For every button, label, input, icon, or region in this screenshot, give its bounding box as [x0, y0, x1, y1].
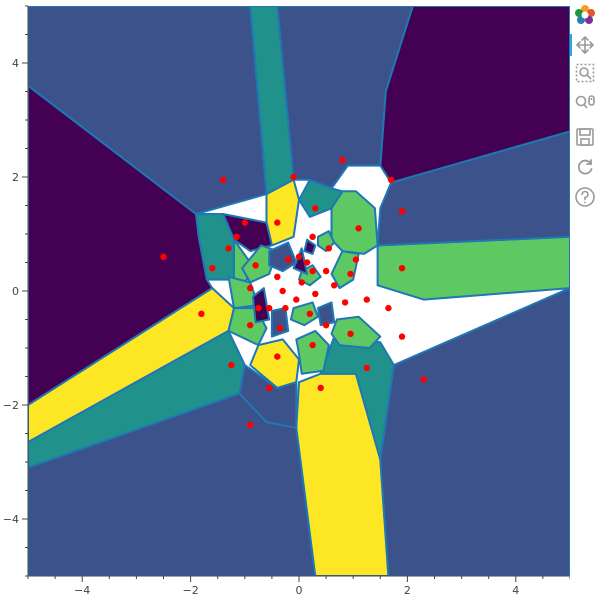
data-point: [398, 208, 406, 215]
axes: −4 −2 0 2 4 −4 −2 0 2 4: [3, 5, 571, 597]
wheel-zoom-tool-icon[interactable]: [572, 90, 598, 116]
data-point: [295, 253, 303, 260]
data-point: [282, 304, 289, 312]
data-point: [266, 384, 273, 392]
voronoi-region: [238, 364, 298, 429]
data-point: [266, 304, 273, 312]
data-point: [420, 376, 427, 383]
voronoi-region: [289, 301, 319, 327]
voronoi-region: [317, 301, 336, 327]
data-point: [312, 205, 319, 212]
voronoi-region: [295, 329, 330, 375]
data-point: [241, 219, 248, 226]
data-point: [317, 384, 324, 392]
help-tool-icon[interactable]: [572, 184, 598, 210]
y-tick-label: −2: [3, 399, 19, 412]
x-tick-label: 2: [404, 584, 411, 597]
data-point: [325, 245, 332, 252]
data-point: [233, 233, 240, 240]
voronoi-region: [270, 307, 290, 338]
data-point: [228, 361, 235, 369]
voronoi-region: [330, 250, 360, 290]
voronoi-region: [330, 190, 379, 255]
data-point: [387, 176, 395, 183]
voronoi-region: [28, 6, 268, 215]
toolbar: [570, 0, 600, 600]
data-point: [198, 310, 205, 317]
data-points: [160, 156, 427, 429]
data-point: [247, 284, 254, 292]
voronoi-region: [379, 287, 570, 576]
data-point: [279, 287, 286, 295]
data-point: [352, 256, 360, 263]
x-tick-label: −2: [182, 584, 198, 597]
reset-tool-icon[interactable]: [572, 154, 598, 180]
data-point: [385, 304, 392, 312]
voronoi-region: [330, 315, 382, 349]
plot-canvas[interactable]: −4 −2 0 2 4 −4 −2 0 2 4: [0, 0, 571, 600]
data-point: [306, 310, 313, 317]
x-tick-label: 0: [296, 584, 303, 597]
x-tick-label: −4: [74, 584, 90, 597]
data-point: [322, 322, 330, 329]
data-point: [347, 330, 354, 337]
data-point: [225, 245, 232, 252]
data-point: [285, 256, 292, 263]
data-point: [274, 219, 281, 226]
pan-tool-icon[interactable]: [570, 32, 598, 58]
data-point: [293, 296, 300, 303]
voronoi-regions: [28, 6, 570, 576]
bokeh-logo-icon: [572, 2, 598, 28]
data-point: [160, 253, 167, 260]
voronoi-plot[interactable]: −4 −2 0 2 4 −4 −2 0 2 4: [0, 0, 571, 600]
y-tick-label: −4: [3, 513, 19, 526]
x-tick-label: 4: [512, 584, 519, 597]
data-point: [363, 296, 370, 303]
data-point: [274, 353, 281, 360]
voronoi-region: [376, 235, 570, 301]
y-tick-label: 4: [12, 57, 19, 70]
data-point: [398, 265, 406, 272]
data-point: [312, 290, 319, 298]
data-point: [341, 299, 349, 306]
data-point: [309, 267, 316, 275]
data-point: [322, 267, 330, 275]
data-point: [309, 233, 316, 240]
data-point: [209, 265, 216, 272]
box-zoom-tool-icon[interactable]: [572, 60, 598, 86]
data-point: [339, 156, 346, 164]
data-point: [355, 225, 362, 232]
data-point: [274, 273, 281, 280]
data-point: [219, 176, 227, 183]
data-point: [303, 259, 311, 266]
y-tick-label: 2: [12, 171, 19, 184]
voronoi-region: [376, 130, 570, 247]
data-point: [398, 333, 406, 340]
data-point: [247, 322, 254, 329]
data-point: [252, 262, 259, 269]
voronoi-region: [303, 238, 317, 255]
y-tick-label: 0: [12, 285, 19, 298]
data-point: [247, 421, 254, 429]
data-point: [255, 304, 262, 312]
data-point: [298, 279, 305, 286]
data-point: [363, 364, 370, 372]
data-point: [309, 341, 316, 349]
data-point: [276, 324, 284, 332]
voronoi-region: [268, 241, 298, 273]
data-point: [290, 173, 297, 181]
data-point: [347, 270, 354, 278]
save-tool-icon[interactable]: [572, 124, 598, 150]
data-point: [331, 282, 338, 289]
